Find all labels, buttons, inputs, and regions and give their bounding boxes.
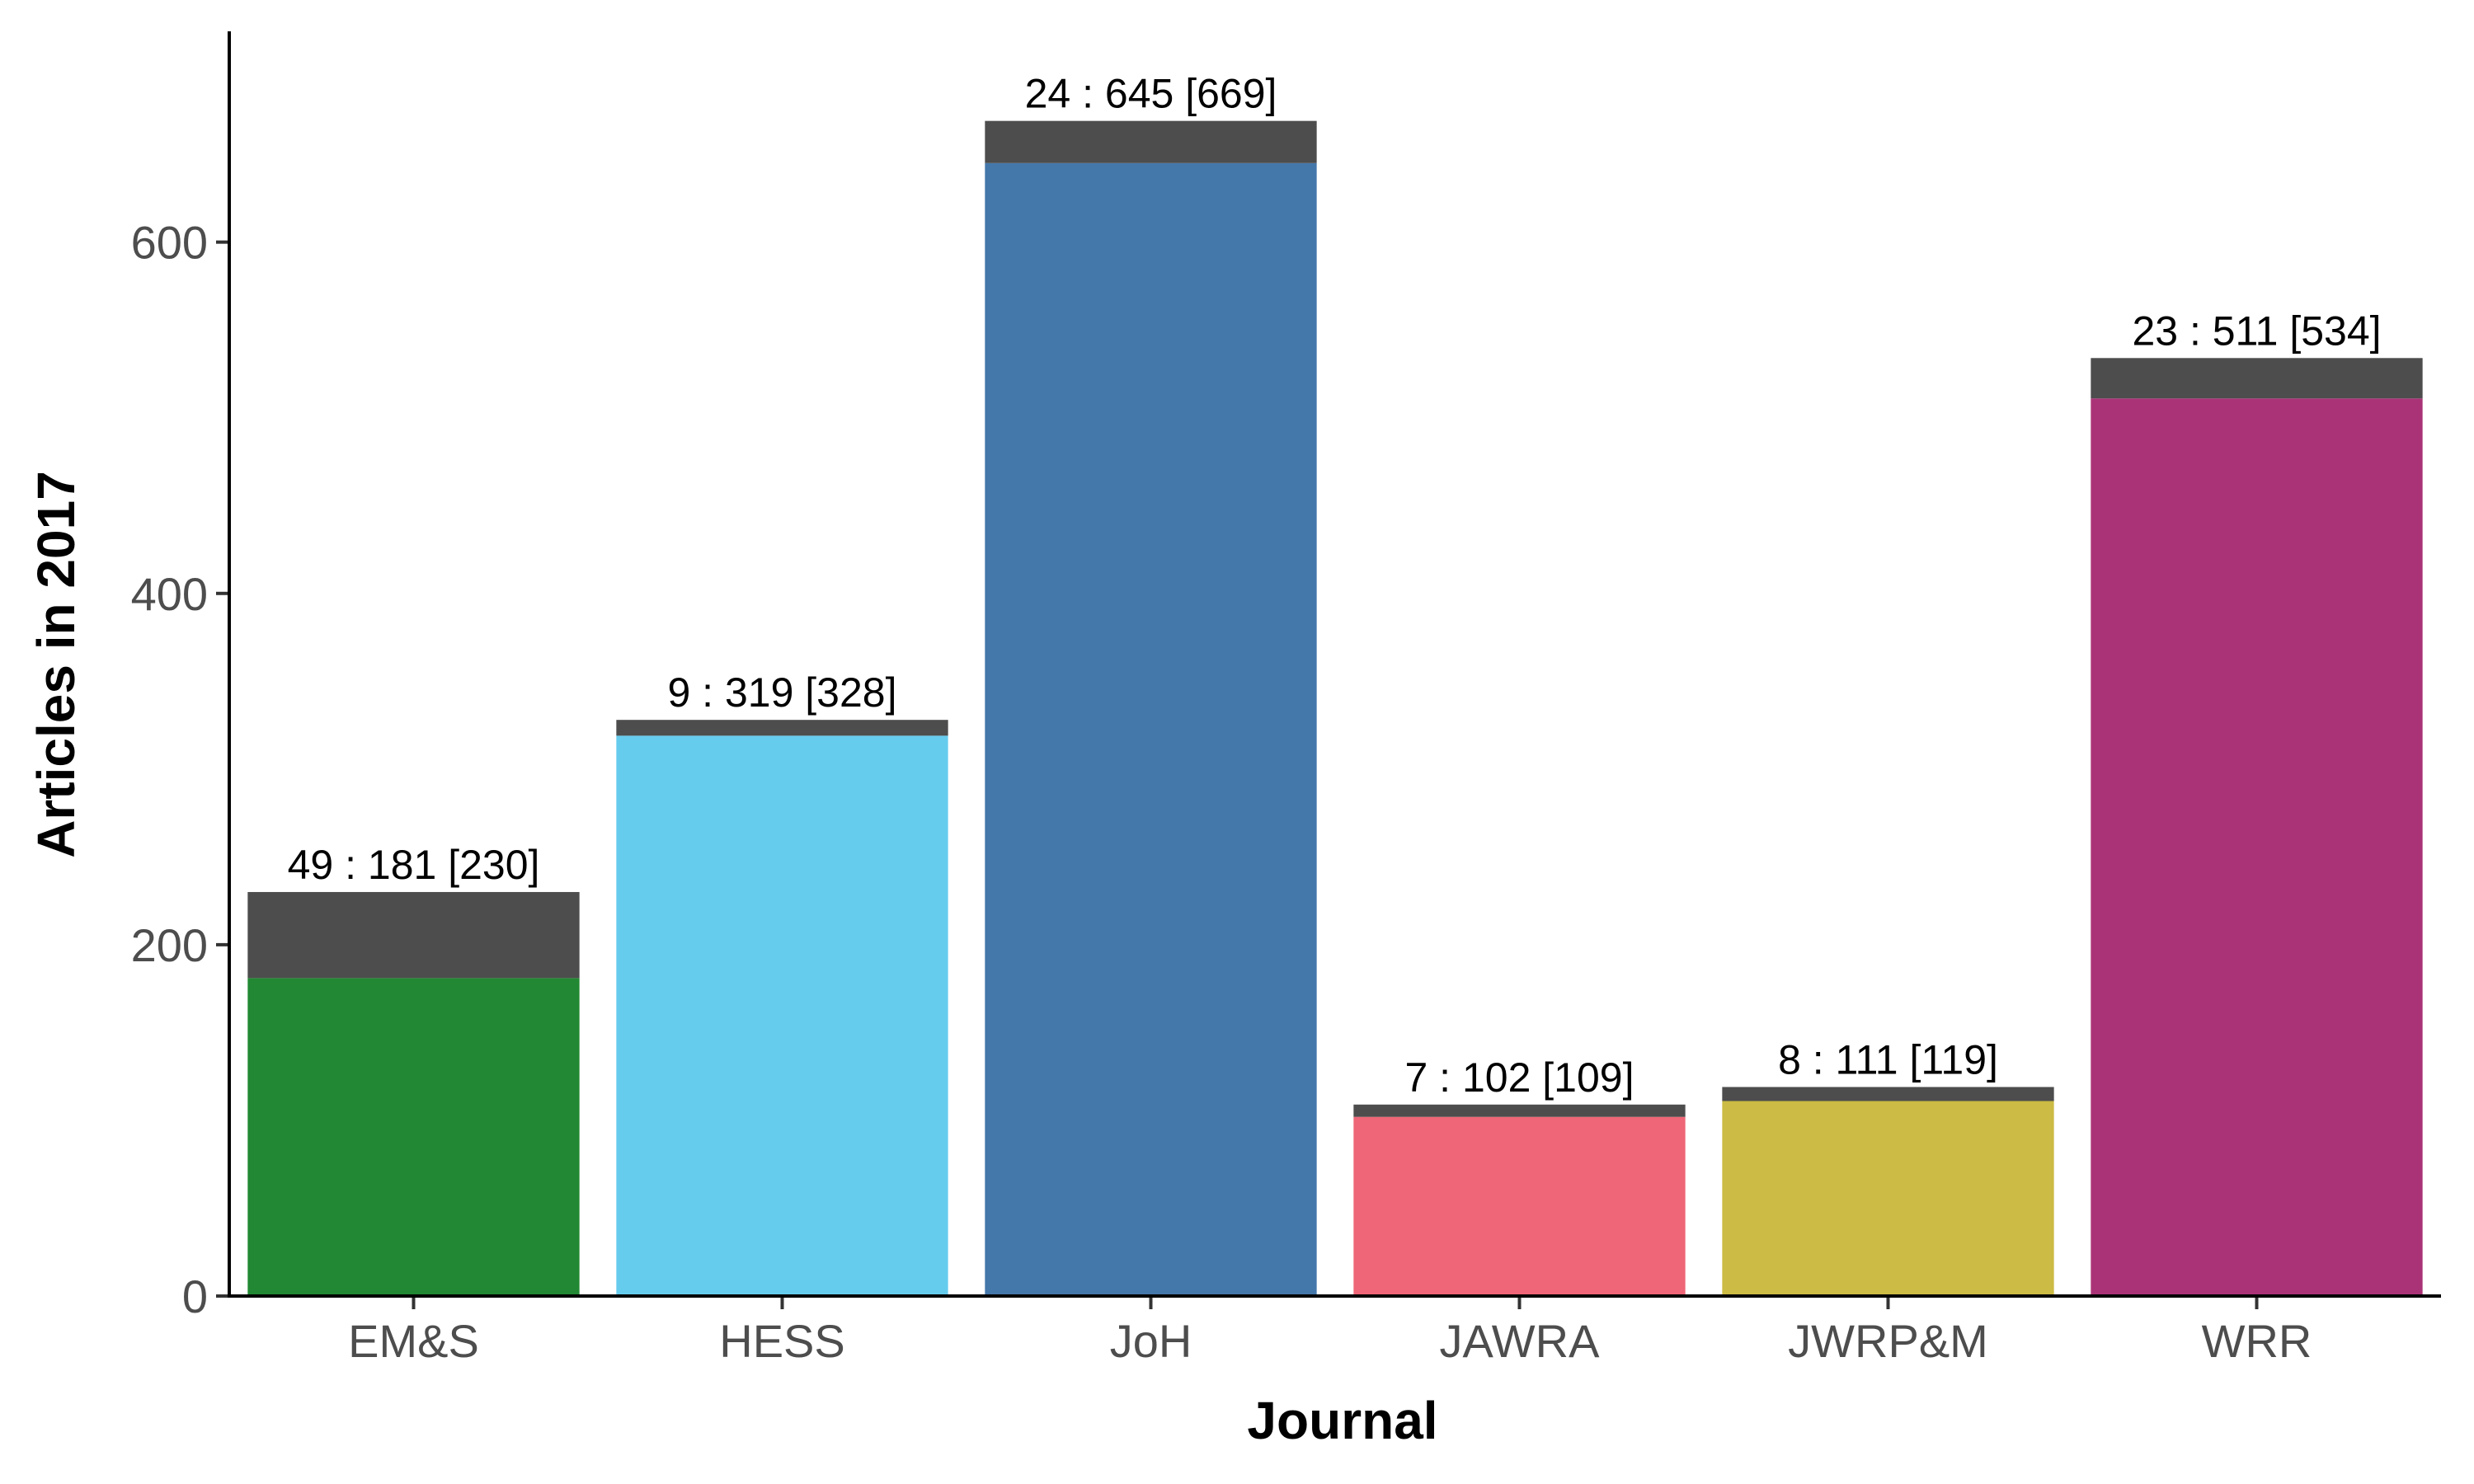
y-axis-title: Articles in 2017 [26,471,86,858]
bar-main-3 [1353,1116,1686,1296]
data-labels-group: 49 : 181 [230] 9 : 319 [328] 24 : 645 [669… [288,71,2382,1101]
x-tick-label-4: JWRP&M [1788,1315,1988,1367]
x-tick-label-5: WRR [2202,1315,2312,1367]
x-axis-title: Journal [1247,1391,1437,1450]
x-tick-label-2: JoH [1110,1315,1192,1367]
x-tick-label-0: EM&S [348,1315,479,1367]
bars-group [247,120,2423,1297]
data-label-2: 24 : 645 [669] [1025,71,1277,117]
bar-extra-4 [1722,1087,2054,1101]
data-label-0: 49 : 181 [230] [288,842,540,888]
y-tick-label-2: 400 [131,568,208,620]
data-label-5: 23 : 511 [534] [2132,308,2381,354]
bar-main-1 [616,735,948,1296]
y-tick-label-1: 200 [131,919,208,971]
y-axis: 0 200 400 600 [131,31,231,1322]
x-tick-label-3: JAWRA [1440,1315,1601,1367]
x-tick-label-1: HESS [719,1315,845,1367]
bar-extra-1 [616,720,948,736]
x-axis: EM&S HESS JoH JAWRA JWRP&M WRR [228,1294,2441,1367]
bar-main-4 [1722,1101,2054,1296]
data-label-3: 7 : 102 [109] [1404,1054,1634,1101]
bar-extra-3 [1353,1104,1686,1117]
bar-extra-0 [247,891,580,979]
bar-main-5 [2091,398,2423,1296]
bar-main-2 [985,162,1317,1297]
y-tick-label-0: 0 [182,1270,208,1322]
bar-main-0 [247,978,580,1296]
data-label-1: 9 : 319 [328] [667,669,896,716]
data-label-4: 8 : 111 [119] [1778,1036,1998,1082]
bar-extra-5 [2091,358,2423,399]
y-tick-label-3: 600 [131,217,208,269]
bar-extra-2 [985,120,1317,163]
